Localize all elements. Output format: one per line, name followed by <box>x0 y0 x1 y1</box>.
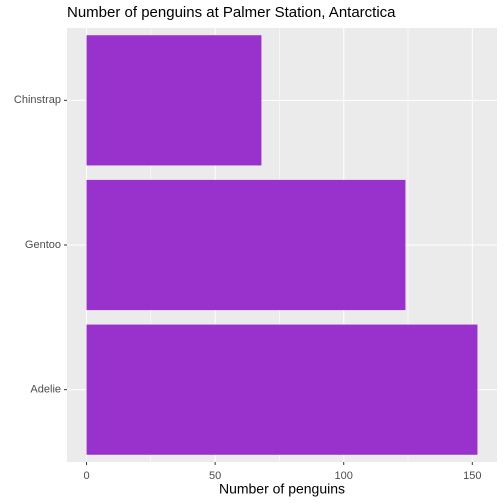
x-tick-label: 0 <box>83 470 89 482</box>
marks <box>86 35 478 455</box>
x-tick-label: 150 <box>463 470 481 482</box>
x-axis-title: Number of penguins <box>219 481 345 497</box>
bar <box>86 179 406 311</box>
bar <box>86 324 478 455</box>
chart-title: Number of penguins at Palmer Station, An… <box>67 4 396 21</box>
y-tick-label: Adelie <box>30 384 61 396</box>
x-tick-label: 100 <box>335 470 353 482</box>
y-tick-label: Gentoo <box>25 239 61 251</box>
y-tick-label: Chinstrap <box>14 94 61 106</box>
x-tick-label: 50 <box>209 470 221 482</box>
bar <box>86 35 262 166</box>
